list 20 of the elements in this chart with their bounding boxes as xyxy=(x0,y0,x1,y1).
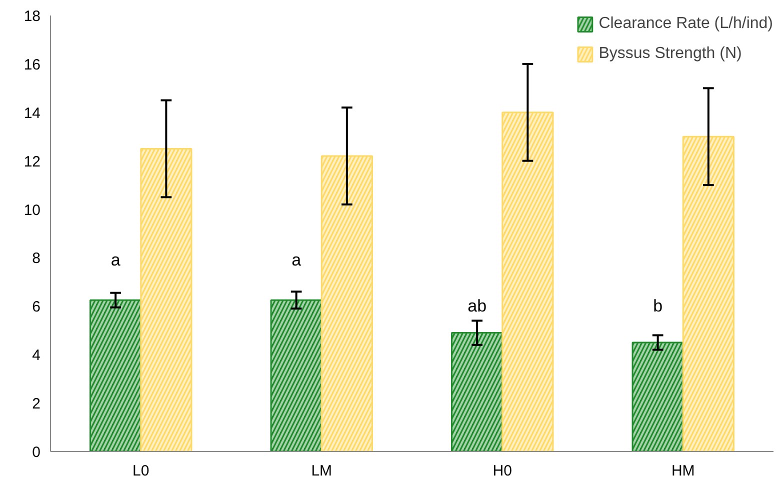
y-tick-label: 6 xyxy=(32,298,40,316)
annotation: b xyxy=(653,296,663,316)
y-tick-label: 8 xyxy=(32,250,40,268)
legend-label: Clearance Rate (L/h/ind) xyxy=(598,15,773,33)
annotation: ab xyxy=(468,296,487,316)
y-tick-label: 0 xyxy=(32,444,40,461)
annotation: a xyxy=(292,250,302,270)
x-tick-label: LM xyxy=(311,462,332,480)
y-tick-label: 10 xyxy=(24,202,41,219)
y-tick-label: 16 xyxy=(24,56,41,74)
x-tick-label: L0 xyxy=(132,462,150,480)
x-tick-label: H0 xyxy=(492,462,512,480)
annotation: a xyxy=(110,250,121,270)
y-tick-label: 12 xyxy=(24,153,41,170)
x-tick-label: HM xyxy=(671,462,695,480)
legend-label: Byssus Strength (N) xyxy=(598,45,742,63)
y-tick-label: 4 xyxy=(32,347,40,364)
y-tick-label: 18 xyxy=(24,8,41,25)
y-tick-label: 14 xyxy=(24,104,41,122)
y-tick-label: 2 xyxy=(32,396,40,413)
